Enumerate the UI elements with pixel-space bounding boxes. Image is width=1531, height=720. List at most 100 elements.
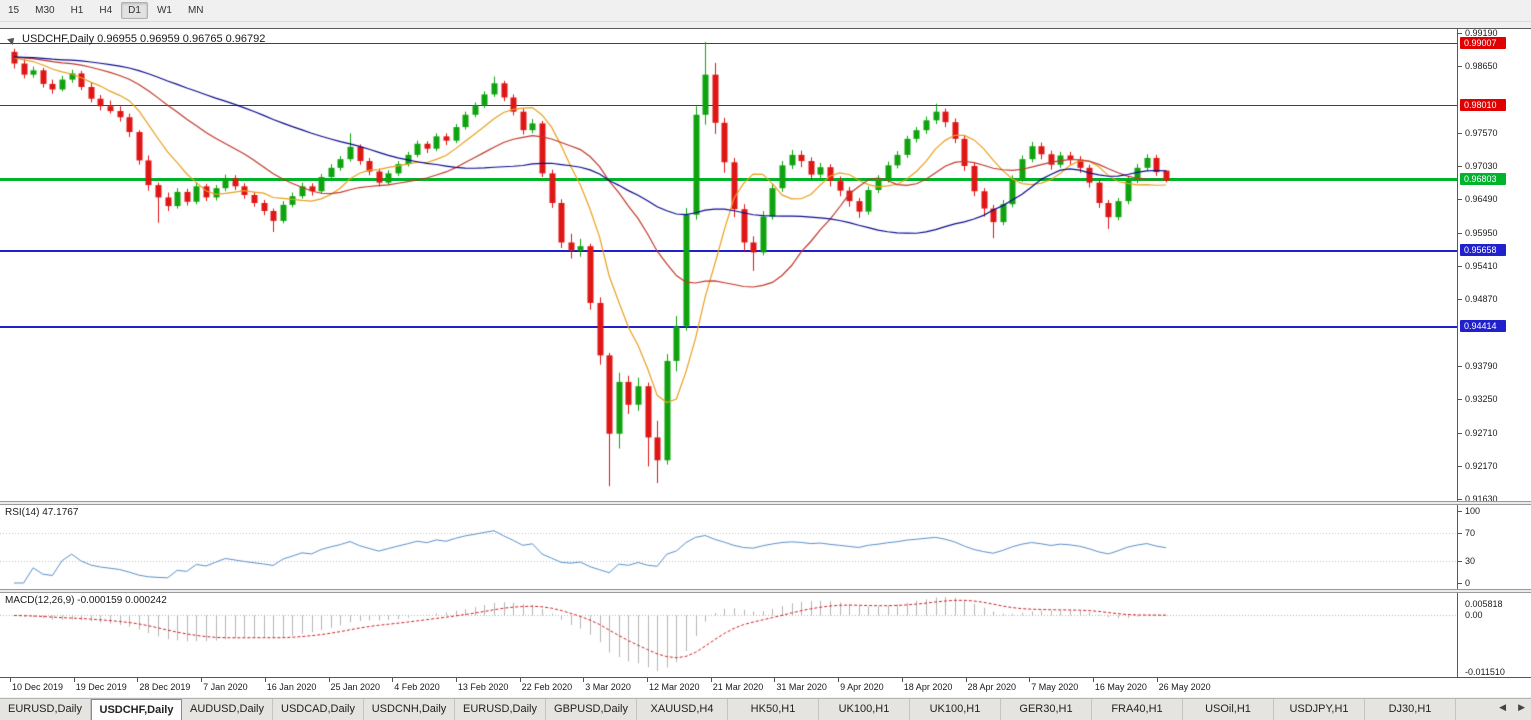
date-axis-label: 28 Apr 2020 xyxy=(967,682,1017,692)
rsi-axis-tick: 30 xyxy=(1465,556,1476,567)
price-axis-tick: 0.95950 xyxy=(1465,227,1498,238)
chart-tab-eurusd-daily[interactable]: EURUSD,Daily xyxy=(455,699,546,720)
price-axis-tick: 0.91630 xyxy=(1465,494,1498,505)
tab-scrollers: ◀ ▶ xyxy=(1496,700,1528,715)
chart-tab-uk100-h1[interactable]: UK100,H1 xyxy=(910,699,1001,720)
date-axis-tick-mark xyxy=(137,678,139,682)
date-axis-label: 21 Mar 2020 xyxy=(712,682,764,692)
chart-tabs-bar: EURUSD,Daily USDCHF,Daily AUDUSD,Daily USDC… xyxy=(0,698,1531,720)
date-axis-tick-mark xyxy=(1156,678,1158,682)
chart-tab-dj30-h1[interactable]: DJ30,H1 xyxy=(1365,699,1456,720)
date-axis-tick-mark xyxy=(328,678,330,682)
chart-tab-xauusd-h4[interactable]: XAUUSD,H4 xyxy=(637,699,728,720)
macd-axis-tick: -0.011510 xyxy=(1465,667,1505,677)
macd-canvas[interactable] xyxy=(0,593,1457,677)
timeframe-button-mn[interactable]: MN xyxy=(187,5,204,16)
chart-tab-uk100-h1[interactable]: UK100,H1 xyxy=(819,699,910,720)
date-axis-label: 12 Mar 2020 xyxy=(649,682,700,692)
chart-tab-eurusd-daily[interactable]: EURUSD,Daily xyxy=(0,699,91,720)
date-axis-label: 25 Jan 2020 xyxy=(330,682,381,692)
date-axis-label: 16 May 2020 xyxy=(1094,682,1147,692)
tab-scroll-left-icon[interactable]: ◀ xyxy=(1499,702,1507,712)
chart-tab-usdchf-daily[interactable]: USDCHF,Daily xyxy=(91,699,182,720)
chart-tab-usoil-h1[interactable]: USOil,H1 xyxy=(1183,699,1274,720)
macd-axis-tick: 0.005818 xyxy=(1465,599,1503,609)
chart-tab-usdcnh-daily[interactable]: USDCNH,Daily xyxy=(364,699,455,720)
timeframe-button-15[interactable]: 15 xyxy=(8,5,20,16)
date-axis-tick-mark xyxy=(583,678,585,682)
date-axis-tick-mark xyxy=(392,678,394,682)
rsi-panel: RSI(14) 47.1767 xyxy=(0,505,1457,589)
main-chart-panel: USDCHF,Daily 0.96955 0.96959 0.96765 0.9… xyxy=(0,29,1457,501)
price-axis-tick-mark xyxy=(1458,199,1462,201)
price-chart-canvas[interactable] xyxy=(0,29,1457,501)
date-axis-tick-mark xyxy=(838,678,840,682)
rsi-label: RSI(14) 47.1767 xyxy=(5,507,79,518)
chart-tab-ger30-h1[interactable]: GER30,H1 xyxy=(1001,699,1092,720)
price-axis-tick-mark xyxy=(1458,232,1462,234)
chart-tab-fra40-h1[interactable]: FRA40,H1 xyxy=(1092,699,1183,720)
date-axis-label: 4 Feb 2020 xyxy=(394,682,440,692)
date-axis-tick-mark xyxy=(10,678,11,682)
date-axis-label: 3 Mar 2020 xyxy=(585,682,631,692)
rsi-axis-tick: 0 xyxy=(1465,578,1471,588)
price-axis-tick-mark xyxy=(1458,499,1462,501)
date-axis-tick-mark xyxy=(965,678,967,682)
chart-symbol-ohlc-label: USDCHF,Daily 0.96955 0.96959 0.96765 0.9… xyxy=(22,33,266,45)
chart-tab-usdjpy-h1[interactable]: USDJPY,H1 xyxy=(1274,699,1365,720)
rsi-axis-tick-mark xyxy=(1458,511,1462,512)
price-line-label: 0.95658 xyxy=(1460,243,1506,256)
rsi-axis-tick: 100 xyxy=(1465,506,1481,516)
date-axis-tick-mark xyxy=(901,678,903,682)
timeframe-button-h4[interactable]: H4 xyxy=(99,5,113,16)
price-axis-tick: 0.94870 xyxy=(1465,294,1498,305)
chart-tab-gbpusd-daily[interactable]: GBPUSD,Daily xyxy=(546,699,637,720)
macd-label: MACD(12,26,9) -0.000159 0.000242 xyxy=(5,595,167,606)
rsi-canvas[interactable] xyxy=(0,505,1457,589)
macd-axis-tick: 0.00 xyxy=(1465,610,1483,621)
timeframe-button-w1[interactable]: W1 xyxy=(156,5,172,16)
price-axis-tick-mark xyxy=(1458,132,1462,134)
date-axis-tick-mark xyxy=(710,678,712,682)
date-axis-label: 26 May 2020 xyxy=(1158,682,1211,692)
price-axis-tick: 0.92170 xyxy=(1465,460,1498,471)
panel-splitter[interactable] xyxy=(0,589,1531,593)
rsi-axis-tick-mark xyxy=(1458,583,1462,584)
price-axis-tick: 0.98650 xyxy=(1465,61,1498,72)
tab-scroll-right-icon[interactable]: ▶ xyxy=(1518,702,1525,712)
date-axis-tick-mark xyxy=(519,678,521,682)
date-axis-label: 7 Jan 2020 xyxy=(203,682,248,692)
date-axis-label: 28 Dec 2019 xyxy=(139,682,191,692)
price-axis-tick-mark xyxy=(1458,265,1462,267)
price-axis-tick-mark xyxy=(1458,399,1462,401)
price-line-label: 0.99007 xyxy=(1460,36,1506,49)
price-axis-tick: 0.93790 xyxy=(1465,360,1498,371)
panel-splitter[interactable] xyxy=(0,501,1531,505)
rsi-axis-tick-mark xyxy=(1458,532,1462,534)
date-axis-tick-mark xyxy=(647,678,648,682)
date-axis-label: 16 Jan 2020 xyxy=(266,682,317,692)
date-axis-label: 7 May 2020 xyxy=(1031,682,1079,692)
date-axis[interactable]: 10 Dec 2019 19 Dec 2019 28 Dec 2019 7 Jan 2… xyxy=(0,677,1531,697)
price-axis-tick: 0.96490 xyxy=(1465,194,1498,205)
price-axis-tick: 0.93250 xyxy=(1465,394,1498,405)
chart-window: USDCHF,Daily 0.96955 0.96959 0.96765 0.9… xyxy=(0,28,1531,697)
timeframe-button-m30[interactable]: M30 xyxy=(35,5,55,16)
price-axis-tick-mark xyxy=(1458,32,1462,34)
chart-tab-audusd-daily[interactable]: AUDUSD,Daily xyxy=(182,699,273,720)
price-axis-tick-mark xyxy=(1458,465,1462,467)
price-axis-tick-mark xyxy=(1458,66,1462,68)
chart-tab-usdcad-daily[interactable]: USDCAD,Daily xyxy=(273,699,364,720)
chart-tab-hk50-h1[interactable]: HK50,H1 xyxy=(728,699,819,720)
date-axis-label: 10 Dec 2019 xyxy=(12,682,64,692)
price-axis-tick-mark xyxy=(1458,299,1462,301)
price-axis-tick-mark xyxy=(1458,365,1462,367)
date-axis-tick-mark xyxy=(73,678,75,682)
timeframe-button-d1[interactable]: D1 xyxy=(121,2,148,19)
date-axis-label: 18 Apr 2020 xyxy=(903,682,953,692)
date-axis-tick-mark xyxy=(264,678,266,682)
timeframe-button-h1[interactable]: H1 xyxy=(70,5,84,16)
price-axis[interactable]: 0.99190 0.98650 0.97570 0.97030 0.96490 0.959… xyxy=(1457,28,1531,677)
date-axis-tick-mark xyxy=(1029,678,1031,682)
price-line-label: 0.98010 xyxy=(1460,98,1506,111)
